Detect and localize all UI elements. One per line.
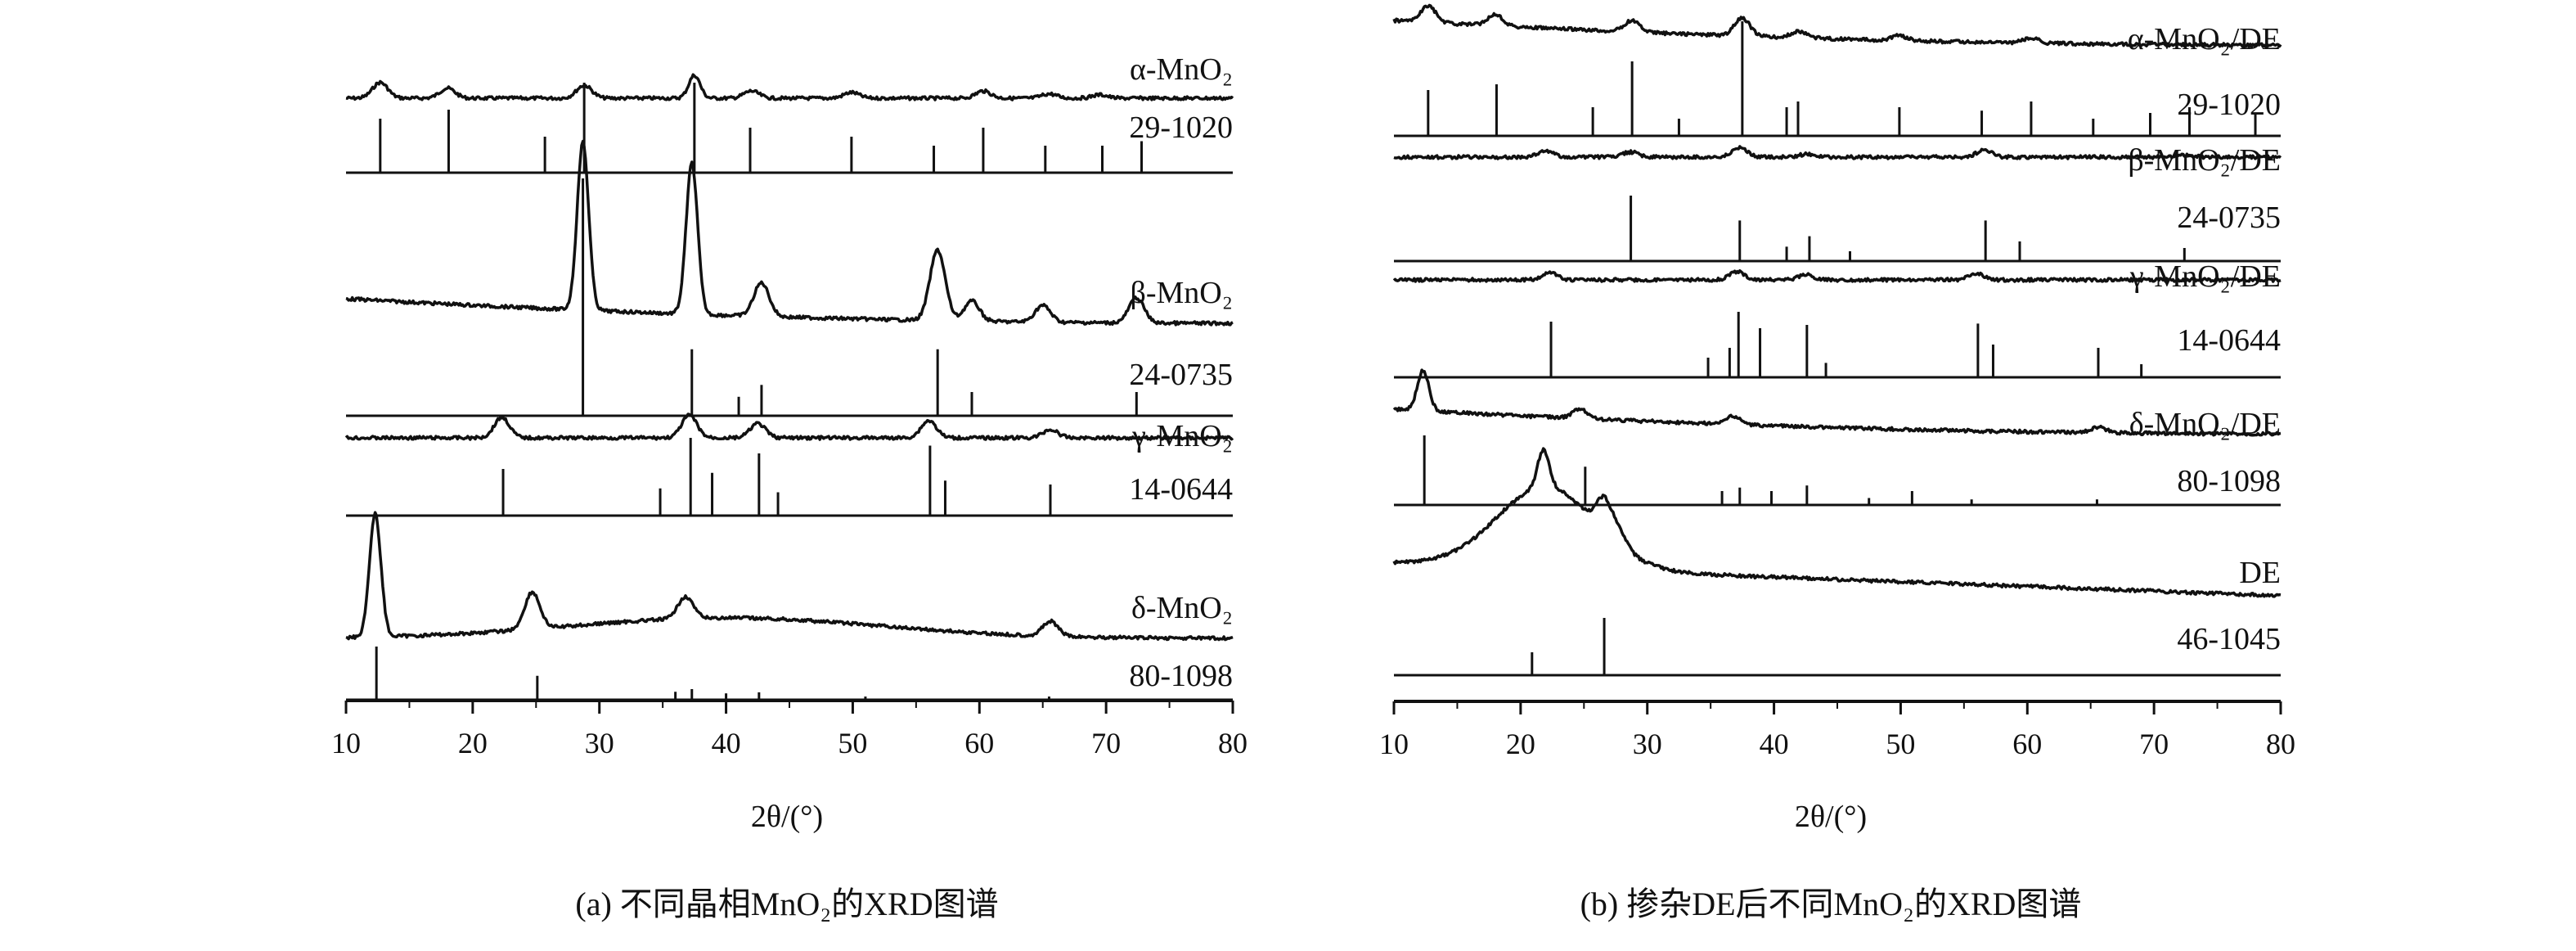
xrd-trace bbox=[1392, 268, 2282, 283]
reference-label: 14-0644 bbox=[2177, 323, 2281, 358]
caption-b: (b) 掺杂DE后不同MnO₂的XRD图谱 bbox=[1580, 886, 2082, 922]
x-axis-label-a: 2θ/(°) bbox=[751, 800, 823, 834]
xrd-trace bbox=[1392, 368, 2282, 437]
series-label: DE bbox=[2239, 556, 2281, 590]
series-group: DE 46-1045 bbox=[1392, 447, 2282, 677]
x-tick-label: 10 bbox=[331, 727, 361, 759]
x-tick-label: 80 bbox=[1218, 727, 1248, 759]
x-tick-label: 30 bbox=[1633, 728, 1662, 760]
x-tick-label: 60 bbox=[2012, 728, 2042, 760]
series-group: β-MnO₂ 24-0735 bbox=[345, 139, 1234, 417]
series-label: γ-MnO₂ bbox=[1131, 419, 1233, 453]
xrd-trace bbox=[344, 412, 1234, 441]
reference-label: 24-0735 bbox=[1129, 358, 1233, 392]
panel-a: 10 20 30 40 50 60 70 80 α-MnO₂ 29-1020 β-MnO₂ 24-07… bbox=[331, 52, 1248, 759]
reference-label: 29-1020 bbox=[1129, 110, 1233, 145]
xrd-trace bbox=[1393, 145, 2282, 160]
reference-label: 80-1098 bbox=[1129, 659, 1233, 693]
x-tick-label: 30 bbox=[585, 727, 614, 759]
x-tick-label: 50 bbox=[838, 727, 867, 759]
reference-label: 29-1020 bbox=[2177, 88, 2281, 122]
series-group: γ-MnO₂ 14-0644 bbox=[344, 412, 1234, 517]
series-label: δ-MnO₂ bbox=[1131, 591, 1233, 625]
x-tick-label: 40 bbox=[1760, 728, 1789, 760]
reference-label: 24-0735 bbox=[2177, 201, 2281, 235]
series-label: γ-MnO₂/DE bbox=[2129, 259, 2281, 294]
x-tick-label: 20 bbox=[1506, 728, 1535, 760]
series-group: δ-MnO₂/DE 80-1098 bbox=[1392, 368, 2282, 507]
x-tick-label: 40 bbox=[712, 727, 741, 759]
xrd-trace bbox=[1392, 447, 2282, 598]
series-group: α-MnO₂/DE 29-1020 bbox=[1392, 3, 2282, 137]
series-label: δ-MnO₂/DE bbox=[2129, 407, 2281, 441]
reference-label: 14-0644 bbox=[1129, 472, 1233, 507]
xrd-trace bbox=[345, 73, 1234, 101]
caption-a: (a) 不同晶相MnO₂的XRD图谱 bbox=[575, 886, 998, 922]
x-tick-label: 50 bbox=[1886, 728, 1915, 760]
series-group: β-MnO₂/DE 24-0735 bbox=[1393, 143, 2282, 263]
series-group: δ-MnO₂ 80-1098 bbox=[345, 511, 1234, 701]
reference-label: 46-1045 bbox=[2177, 622, 2281, 656]
x-tick-label: 70 bbox=[1091, 727, 1121, 759]
series-label: α-MnO₂ bbox=[1130, 52, 1233, 87]
series-label: β-MnO₂ bbox=[1131, 276, 1233, 310]
reference-label: 80-1098 bbox=[2177, 464, 2281, 498]
xrd-trace bbox=[345, 139, 1234, 327]
panel-b: 10 20 30 40 50 60 70 80 α-MnO₂/DE 29-1020 β-MnO₂/D… bbox=[1379, 3, 2295, 760]
x-axis-label-b: 2θ/(°) bbox=[1795, 800, 1867, 834]
xrd-trace bbox=[1392, 3, 2282, 48]
series-group: γ-MnO₂/DE 14-0644 bbox=[1392, 259, 2282, 379]
x-tick-label: 70 bbox=[2139, 728, 2169, 760]
series-label: β-MnO₂/DE bbox=[2128, 143, 2281, 178]
x-tick-label: 20 bbox=[458, 727, 488, 759]
x-tick-label: 10 bbox=[1379, 728, 1409, 760]
xrd-trace bbox=[345, 511, 1234, 642]
x-tick-label: 60 bbox=[964, 727, 994, 759]
series-label: α-MnO₂/DE bbox=[2128, 22, 2281, 56]
series-group: α-MnO₂ 29-1020 bbox=[345, 52, 1234, 174]
x-tick-label: 80 bbox=[2266, 728, 2295, 760]
